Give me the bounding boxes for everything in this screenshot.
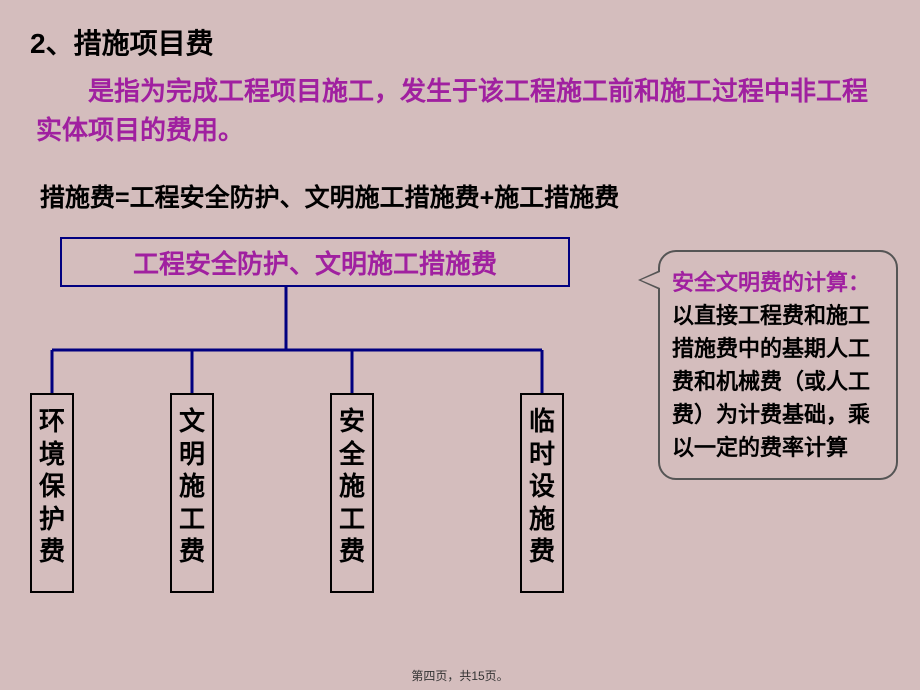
tree-leaf-char: 工 [179, 503, 205, 536]
tree-leaf-char: 施 [339, 470, 365, 503]
tree-leaf-char: 护 [39, 503, 65, 536]
tree-leaf-char: 安 [339, 405, 365, 438]
callout-tail-icon [638, 270, 660, 290]
tree-leaf-char: 保 [39, 470, 65, 503]
tree-leaf: 文明施工费 [170, 393, 214, 593]
tree-leaf-char: 设 [529, 470, 555, 503]
tree-leaf-char: 工 [339, 503, 365, 536]
tree-leaf-char: 费 [179, 535, 205, 568]
tree-leaf-char: 文 [179, 405, 205, 438]
slide: 2、措施项目费 是指为完成工程项目施工，发生于该工程施工前和施工过程中非工程实体… [0, 0, 920, 690]
callout-box: 安全文明费的计算： 以直接工程费和施工措施费中的基期人工费和机械费（或人工费）为计… [658, 250, 898, 480]
tree-leaf-char: 施 [529, 503, 555, 536]
callout-title: 安全文明费的计算： [672, 270, 870, 295]
intro-paragraph: 是指为完成工程项目施工，发生于该工程施工前和施工过程中非工程实体项目的费用。 [30, 72, 890, 150]
tree-leaf-char: 时 [529, 438, 555, 471]
callout-body: 以直接工程费和施工措施费中的基期人工费和机械费（或人工费）为计费基础，乘以一定的… [672, 303, 870, 460]
tree-leaf-char: 临 [529, 405, 555, 438]
tree-leaf: 环境保护费 [30, 393, 74, 593]
tree-leaf-char: 环 [39, 405, 65, 438]
tree-leaf-char: 费 [339, 535, 365, 568]
tree-leaf-char: 明 [179, 438, 205, 471]
tree-root-box: 工程安全防护、文明施工措施费 [60, 237, 570, 287]
tree-leaf-char: 费 [39, 535, 65, 568]
page-footer: 第四页，共15页。 [0, 667, 920, 684]
tree-leaf: 安全施工费 [330, 393, 374, 593]
section-heading: 2、措施项目费 [30, 22, 890, 62]
tree-leaf: 临时设施费 [520, 393, 564, 593]
tree-root-label: 工程安全防护、文明施工措施费 [133, 244, 497, 281]
tree-leaf-char: 施 [179, 470, 205, 503]
tree-leaf-char: 境 [39, 438, 65, 471]
formula-line: 措施费=工程安全防护、文明施工措施费+施工措施费 [30, 178, 890, 214]
tree-leaf-char: 费 [529, 535, 555, 568]
tree-leaf-char: 全 [339, 438, 365, 471]
